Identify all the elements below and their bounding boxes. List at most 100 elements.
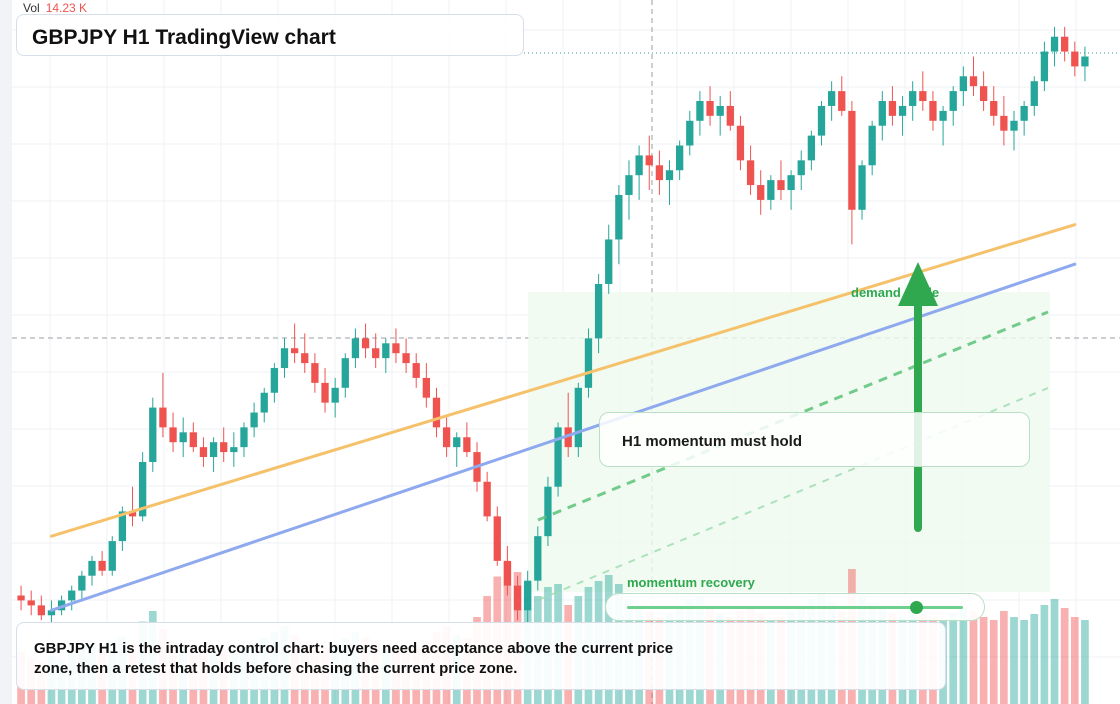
candle-body <box>645 155 653 166</box>
candle-body <box>635 155 643 176</box>
candle-body <box>827 91 836 106</box>
candle-body <box>564 427 572 448</box>
candle-body <box>139 461 147 517</box>
momentum-knob[interactable] <box>909 601 923 614</box>
candle-body <box>513 585 522 611</box>
volume-value: 14.23 K <box>45 1 88 15</box>
candle-body <box>68 590 76 601</box>
candle-body <box>1050 36 1059 52</box>
candle-body <box>1010 120 1018 131</box>
candle-body <box>108 541 116 571</box>
candle-body <box>240 427 248 448</box>
candles <box>17 26 1089 626</box>
candle-body <box>605 239 613 284</box>
candle-body <box>199 447 208 458</box>
candle-body <box>98 560 106 571</box>
caption-line-2: zone, then a retest that holds before ch… <box>34 660 518 677</box>
candle-body <box>949 91 957 111</box>
candle-body <box>220 442 228 453</box>
trend-line-blue <box>49 262 1077 612</box>
candle-body <box>939 110 947 121</box>
candle-body <box>250 412 258 428</box>
volume-bar <box>1070 617 1079 704</box>
candle-body <box>1071 51 1079 67</box>
volume-bar <box>1050 599 1059 704</box>
candle-body <box>878 101 886 126</box>
candle-body <box>37 605 45 616</box>
momentum-recovery-slider[interactable] <box>605 593 985 621</box>
candle-body <box>594 283 603 339</box>
candle-body <box>78 575 86 591</box>
candle-body <box>574 387 582 448</box>
candle-body <box>990 101 998 116</box>
candle-body <box>544 486 552 537</box>
candle-body <box>280 348 289 369</box>
candle-body <box>807 135 816 161</box>
candle-body <box>442 427 451 448</box>
candle-body <box>746 160 755 186</box>
candle-body <box>959 76 967 92</box>
candle-body <box>736 125 745 161</box>
volume-bar <box>969 611 978 704</box>
candle-body <box>17 595 25 601</box>
candle-body <box>1081 56 1089 67</box>
candle-body <box>453 437 461 448</box>
candle-body <box>817 105 826 136</box>
candle-body <box>929 101 937 121</box>
volume-bar <box>1060 608 1069 704</box>
volume-bar <box>1081 620 1089 704</box>
momentum-hold-callout: H1 momentum must hold <box>599 412 1030 467</box>
candle-body <box>716 105 724 116</box>
candle-body <box>412 363 420 378</box>
candle-body <box>392 343 400 354</box>
candle-body <box>1040 51 1049 82</box>
chart-caption: GBPJPY H1 is the intraday control chart:… <box>16 622 946 690</box>
candle-body <box>909 91 917 106</box>
candle-body <box>969 76 978 87</box>
volume-bar <box>1020 620 1028 704</box>
trend-line-orange <box>49 223 1077 538</box>
candle-body <box>726 105 734 126</box>
candle-body <box>524 580 532 611</box>
candle-body <box>179 432 187 443</box>
candle-body <box>625 175 633 195</box>
volume-indicator: Vol 14.23 K <box>23 1 87 15</box>
candle-body <box>27 600 35 606</box>
candle-body <box>848 110 856 210</box>
candle-body <box>665 170 674 181</box>
candle-body <box>209 442 218 458</box>
candle-body <box>169 427 177 443</box>
candle-body <box>888 101 897 116</box>
volume-label: Vol <box>23 1 40 15</box>
candle-body <box>88 560 96 576</box>
candle-body <box>1020 105 1028 121</box>
candle-body <box>301 353 309 364</box>
candle-body <box>858 165 866 210</box>
candle-body <box>554 427 562 487</box>
candle-body <box>361 338 370 349</box>
candle-body <box>615 194 623 240</box>
candle-body <box>584 338 593 388</box>
candle-body <box>676 145 684 171</box>
momentum-recovery-label: momentum recovery <box>627 575 755 590</box>
candle-body <box>503 560 512 586</box>
candle-body <box>1030 81 1038 106</box>
candle-body <box>311 363 319 383</box>
candle-body <box>655 165 664 181</box>
candle-body <box>189 432 197 448</box>
candle-body <box>270 368 279 393</box>
volume-bar <box>1040 605 1049 704</box>
candle-body <box>230 447 238 453</box>
volume-bar <box>949 614 958 704</box>
candle-body <box>979 86 988 102</box>
candle-body <box>777 180 785 191</box>
left-scale-strip <box>0 0 12 704</box>
candle-body <box>1000 115 1008 131</box>
candle-body <box>128 511 137 517</box>
candle-body <box>47 610 56 616</box>
candle-body <box>898 105 907 116</box>
candle-body <box>706 101 714 116</box>
candle-body <box>767 180 775 200</box>
momentum-track <box>627 606 963 609</box>
candle-body <box>919 91 927 102</box>
